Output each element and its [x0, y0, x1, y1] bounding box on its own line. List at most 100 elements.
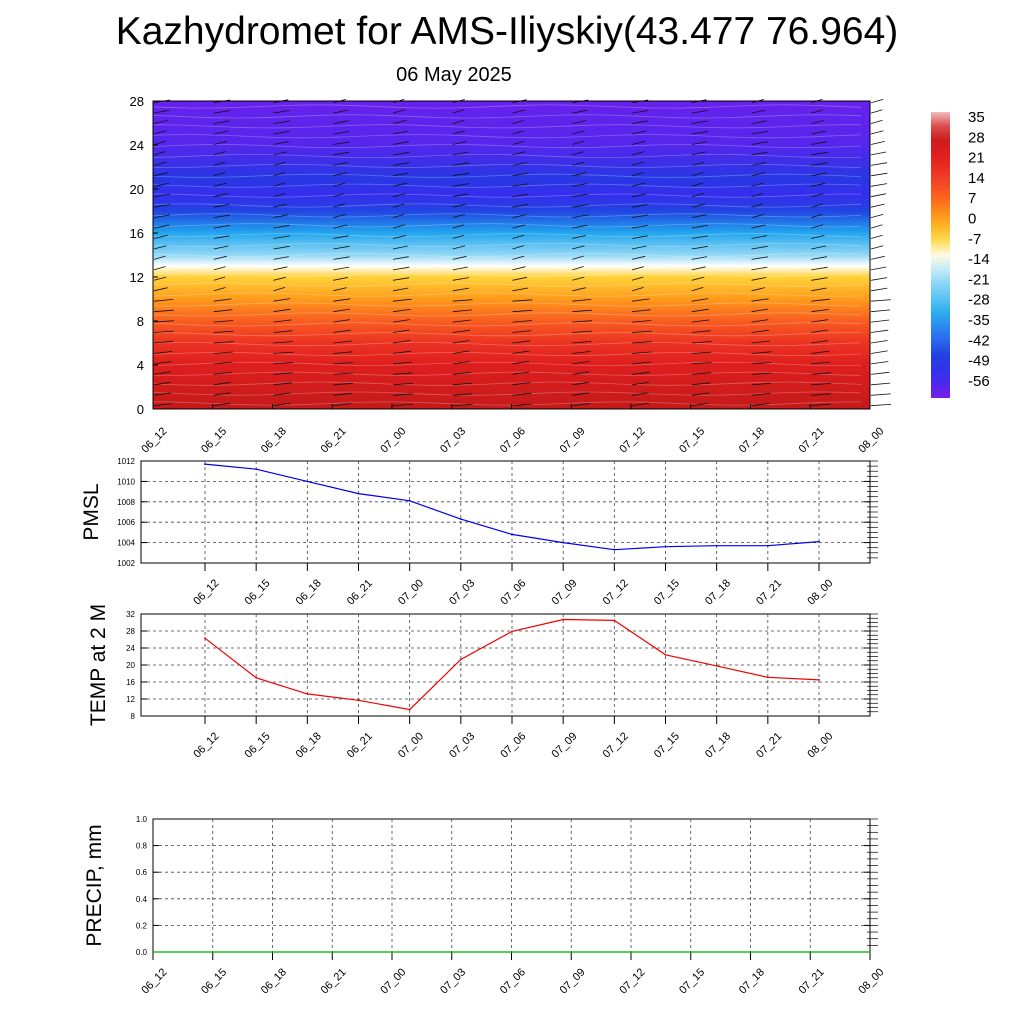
wind-barb [333, 120, 349, 124]
wind-barb [213, 287, 226, 292]
wind-barb [273, 235, 290, 239]
colorbar-label: -28 [968, 292, 990, 309]
wind-barb [811, 266, 828, 271]
wind-barb [392, 182, 408, 187]
wind-barb [512, 320, 533, 323]
wind-barb [392, 224, 406, 229]
wind-barb [392, 309, 411, 313]
x-tick-label: 07_00 [378, 425, 408, 455]
wind-barb [572, 172, 586, 177]
wind-barb [333, 131, 350, 135]
wind-barb [572, 381, 589, 386]
x-tick-label: 06_15 [243, 577, 273, 607]
wind-barb [870, 371, 890, 375]
wind-barb [691, 224, 708, 229]
wind-barb [392, 141, 409, 145]
wind-barb [392, 350, 411, 354]
wind-barb [751, 329, 769, 333]
wind-barb [631, 402, 649, 407]
wind-barb [273, 130, 290, 135]
wind-barb [870, 266, 887, 271]
wind-barb [512, 151, 526, 156]
data-point [357, 492, 360, 495]
wind-barb [153, 340, 174, 344]
wind-barb [870, 350, 888, 354]
data-point [570, 951, 573, 953]
wind-barb [213, 381, 231, 386]
wind-barb [751, 109, 766, 114]
wind-barb [691, 402, 709, 407]
wind-barb [452, 299, 473, 302]
x-tick-label: 08_00 [805, 730, 835, 760]
wind-barb [811, 340, 829, 344]
y-tick-label: 0.2 [136, 921, 148, 930]
wind-barb [691, 392, 710, 396]
wind-barb [213, 110, 231, 114]
data-point [511, 630, 513, 633]
wind-barb [691, 151, 706, 156]
wind-barb [572, 224, 588, 229]
wind-barb [870, 255, 885, 260]
x-tick-label: 07_06 [498, 966, 528, 996]
isoline [152, 381, 862, 386]
colorbar [931, 112, 950, 398]
wind-barb [691, 182, 704, 187]
wind-barb [153, 109, 170, 114]
wind-barb [691, 256, 708, 260]
isoline [152, 163, 862, 168]
isoline [152, 233, 862, 238]
wind-barb [572, 299, 592, 302]
x-tick-label: 08_00 [805, 577, 835, 607]
wind-barb [273, 382, 292, 386]
x-tick-label: 07_12 [601, 577, 631, 607]
wind-barb [751, 151, 768, 156]
wind-barb [333, 256, 350, 260]
wind-barb [691, 141, 708, 145]
wind-barb [751, 393, 771, 396]
wind-barb [213, 392, 231, 396]
wind-barb [811, 109, 824, 114]
wind-barb [213, 193, 229, 198]
isoline [152, 144, 862, 149]
wind-barb [572, 255, 584, 260]
wind-barb [811, 403, 831, 407]
y-tick-label: 0.4 [136, 895, 148, 904]
isoline [152, 134, 862, 139]
colorbar-label: -56 [968, 373, 990, 390]
wind-barb [572, 330, 593, 333]
data-point [357, 699, 360, 702]
wind-barb [452, 266, 468, 271]
x-tick-label: 06_21 [345, 577, 375, 607]
colorbar-label: 7 [968, 190, 976, 207]
data-point [562, 541, 565, 544]
wind-barb [572, 287, 586, 292]
wind-barb [153, 161, 167, 166]
wind-barb [333, 214, 346, 218]
wind-barb [811, 151, 828, 156]
wind-barb [751, 372, 772, 375]
wind-barb [572, 361, 590, 365]
wind-barb [751, 245, 768, 250]
wind-barb [333, 203, 345, 208]
wind-barb [333, 277, 349, 281]
wind-barb [811, 361, 831, 365]
wind-barb [811, 120, 825, 124]
x-tick-label: 06_12 [191, 730, 221, 760]
wind-barb [452, 109, 465, 114]
wind-barb [631, 193, 647, 198]
wind-barb [512, 214, 527, 218]
wind-barb [273, 141, 289, 145]
wind-barb [691, 319, 710, 323]
wind-barb [572, 276, 585, 281]
data-point [818, 540, 820, 543]
wind-barb [631, 245, 647, 250]
wind-barb [870, 393, 891, 396]
wind-barb [751, 214, 765, 218]
wind-barb [333, 266, 350, 271]
isoline [152, 262, 861, 267]
colorbar-label: -14 [968, 251, 990, 268]
chart-date: 06 May 2025 [396, 64, 512, 86]
wind-barb [631, 130, 647, 135]
wind-barb [572, 130, 585, 135]
wind-barb [691, 110, 708, 114]
